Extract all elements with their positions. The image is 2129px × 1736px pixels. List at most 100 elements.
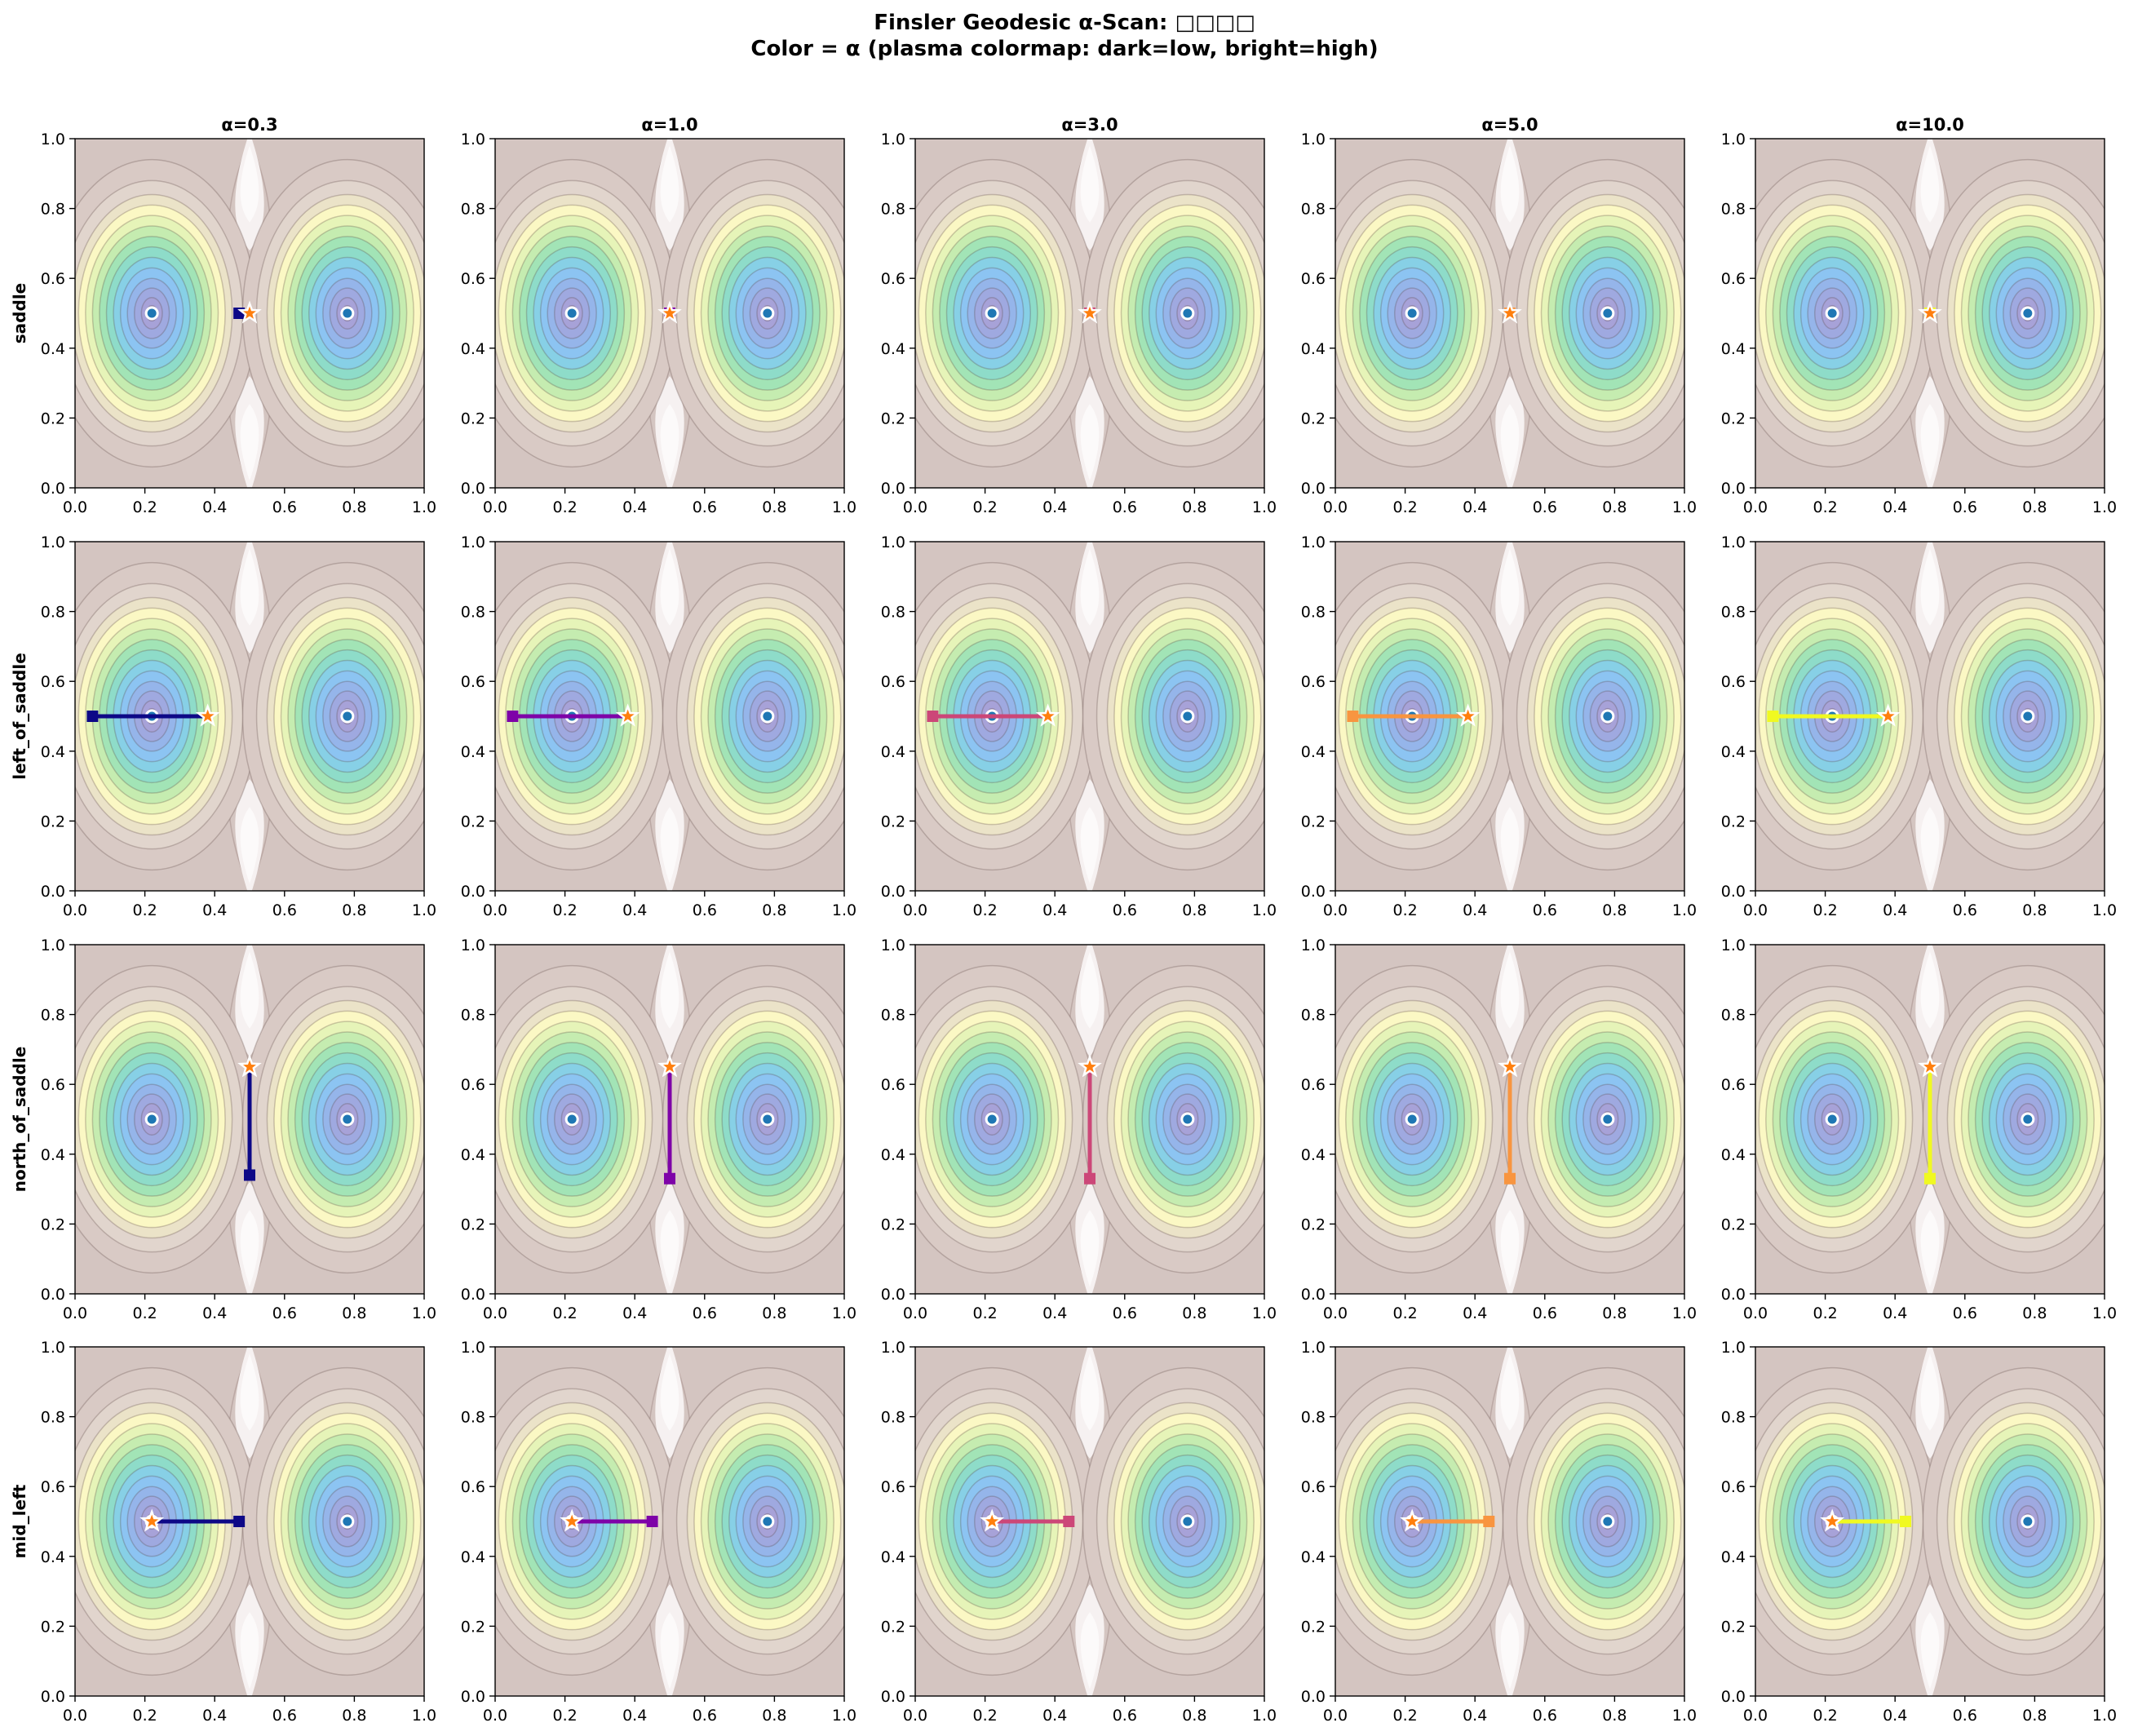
x-tick-label: 0.8	[1602, 1707, 1627, 1725]
x-tick-label: 0.8	[2022, 1304, 2047, 1322]
path-start-star	[615, 703, 640, 727]
y-tick-label: 0.6	[461, 1076, 485, 1094]
panel-left_of_saddle-3: 0.0 0.2 0.4 0.6 0.8 1.0 0.0 0.2 0.4 0.6 0.8 1.0	[1301, 534, 1697, 919]
x-tick-label: 0.0	[1743, 498, 1768, 516]
panel-north_of_saddle-4: 0.0 0.2 0.4 0.6 0.8 1.0 0.0 0.2 0.4 0.6 0.8 1.0	[1721, 937, 2117, 1322]
y-tick-label: 0.0	[1301, 480, 1326, 498]
y-tick-label: 0.8	[1301, 1409, 1326, 1427]
axes-frame	[1334, 944, 1685, 1295]
path-start-star	[1918, 300, 1942, 324]
x-tick-label: 1.0	[1672, 1304, 1697, 1322]
x-tick-label: 0.2	[1813, 901, 1837, 919]
x-tick-label: 0.6	[272, 1707, 297, 1725]
x-tick-label: 0.2	[1813, 498, 1837, 516]
y-tick-label: 0.6	[881, 270, 905, 288]
y-tick-label: 1.0	[1301, 1339, 1326, 1357]
axes-frame	[74, 944, 425, 1295]
y-tick-label: 0.0	[41, 883, 65, 901]
path-start-star	[1918, 1054, 1942, 1078]
minimum-marker	[1405, 306, 1419, 321]
minimum-marker	[1180, 306, 1195, 321]
y-tick-label: 0.0	[1301, 883, 1326, 901]
x-tick-label: 0.4	[1883, 1304, 1907, 1322]
minimum-marker	[1180, 1514, 1195, 1529]
y-tick-label: 0.0	[881, 1286, 905, 1304]
x-tick-label: 0.2	[1392, 1707, 1417, 1725]
path-start-star	[139, 1508, 165, 1532]
y-tick-label: 0.0	[1721, 480, 1746, 498]
y-tick-label: 0.4	[1721, 1146, 1746, 1164]
x-tick-label: 0.2	[1392, 1304, 1417, 1322]
x-tick-label: 0.8	[2022, 498, 2047, 516]
y-tick-label: 0.2	[1301, 1216, 1326, 1233]
contour-background	[887, 1340, 1292, 1703]
y-tick-label: 1.0	[881, 937, 905, 954]
minimum-marker	[760, 1112, 775, 1127]
x-tick-label: 0.8	[2022, 901, 2047, 919]
y-tick-label: 1.0	[881, 1339, 905, 1357]
x-tick-label: 1.0	[1252, 901, 1277, 919]
x-tick-label: 0.4	[1042, 498, 1067, 516]
y-tick-label: 0.2	[881, 1618, 905, 1636]
path-end-marker	[1084, 1172, 1095, 1185]
y-tick-label: 0.8	[461, 201, 485, 219]
path-start-star	[657, 1054, 682, 1078]
x-tick-label: 0.2	[1392, 901, 1417, 919]
minimum-marker	[2021, 1514, 2035, 1529]
y-tick-label: 0.4	[461, 1146, 485, 1164]
x-tick-label: 1.0	[412, 498, 436, 516]
minimum-marker	[1600, 306, 1615, 321]
x-tick-label: 0.2	[552, 1707, 577, 1725]
y-tick-label: 0.2	[1301, 410, 1326, 427]
x-tick-label: 0.0	[483, 1707, 507, 1725]
minimum-marker	[144, 1112, 159, 1127]
panel-mid_left-2: 0.0 0.2 0.4 0.6 0.8 1.0 0.0 0.2 0.4 0.6 0.8 1.0	[881, 1339, 1292, 1725]
axes-frame	[914, 138, 1265, 489]
y-tick-label: 1.0	[461, 937, 485, 954]
x-tick-label: 1.0	[832, 901, 856, 919]
x-tick-label: 1.0	[832, 1304, 856, 1322]
x-tick-label: 0.0	[483, 901, 507, 919]
x-tick-label: 0.2	[552, 1304, 577, 1322]
x-tick-label: 0.4	[202, 1304, 227, 1322]
panel-north_of_saddle-0: 0.0 0.2 0.4 0.6 0.8 1.0 0.0 0.2 0.4 0.6 0.8 1.0 nort…	[10, 937, 436, 1322]
x-tick-label: 0.0	[483, 1304, 507, 1322]
y-tick-label: 0.6	[41, 1478, 65, 1496]
x-tick-label: 0.4	[1042, 901, 1067, 919]
x-tick-label: 1.0	[2092, 1304, 2117, 1322]
y-tick-label: 1.0	[41, 1339, 65, 1357]
y-tick-label: 0.6	[1721, 1478, 1746, 1496]
y-tick-label: 0.8	[1301, 1007, 1326, 1025]
y-tick-label: 0.0	[1301, 1688, 1326, 1706]
panel-north_of_saddle-3: 0.0 0.2 0.4 0.6 0.8 1.0 0.0 0.2 0.4 0.6 0.8 1.0	[1301, 937, 1697, 1322]
path-end-marker	[244, 1169, 255, 1181]
minimum-marker	[760, 306, 775, 321]
axes-frame	[1755, 138, 2105, 489]
panel-grid: 0.0 0.2 0.4 0.6 0.8 1.0 0.0 0.2 0.4 0.6 0.8 1.0 α=0.…	[10, 115, 2117, 1725]
y-tick-label: 1.0	[1721, 131, 1746, 148]
y-tick-label: 0.8	[41, 604, 65, 622]
y-tick-label: 0.8	[1301, 201, 1326, 219]
path-end-marker	[1063, 1516, 1075, 1527]
x-tick-label: 0.6	[272, 498, 297, 516]
panel-north_of_saddle-2: 0.0 0.2 0.4 0.6 0.8 1.0 0.0 0.2 0.4 0.6 0.8 1.0	[881, 937, 1277, 1322]
row-label: mid_left	[10, 1484, 29, 1558]
y-tick-label: 0.2	[1721, 813, 1746, 830]
y-tick-label: 0.6	[881, 1076, 905, 1094]
minimum-marker	[564, 1112, 579, 1127]
x-tick-label: 0.6	[1113, 1707, 1137, 1725]
axes-frame	[494, 541, 845, 892]
axes-frame	[1334, 138, 1685, 489]
minimum-marker	[760, 1514, 775, 1529]
column-title: α=3.0	[1061, 115, 1118, 135]
x-tick-label: 1.0	[2092, 901, 2117, 919]
x-tick-label: 0.0	[903, 1304, 927, 1322]
panel-saddle-2: 0.0 0.2 0.4 0.6 0.8 1.0 0.0 0.2 0.4 0.6 0.8 1.0 α=3.…	[881, 115, 1277, 516]
y-tick-label: 0.4	[1301, 340, 1326, 358]
y-tick-label: 1.0	[41, 937, 65, 954]
axes-frame	[494, 138, 845, 489]
y-tick-label: 0.0	[41, 1286, 65, 1304]
path-start-star	[1400, 1508, 1425, 1532]
y-tick-label: 0.2	[41, 813, 65, 830]
axes-frame	[494, 1346, 845, 1697]
